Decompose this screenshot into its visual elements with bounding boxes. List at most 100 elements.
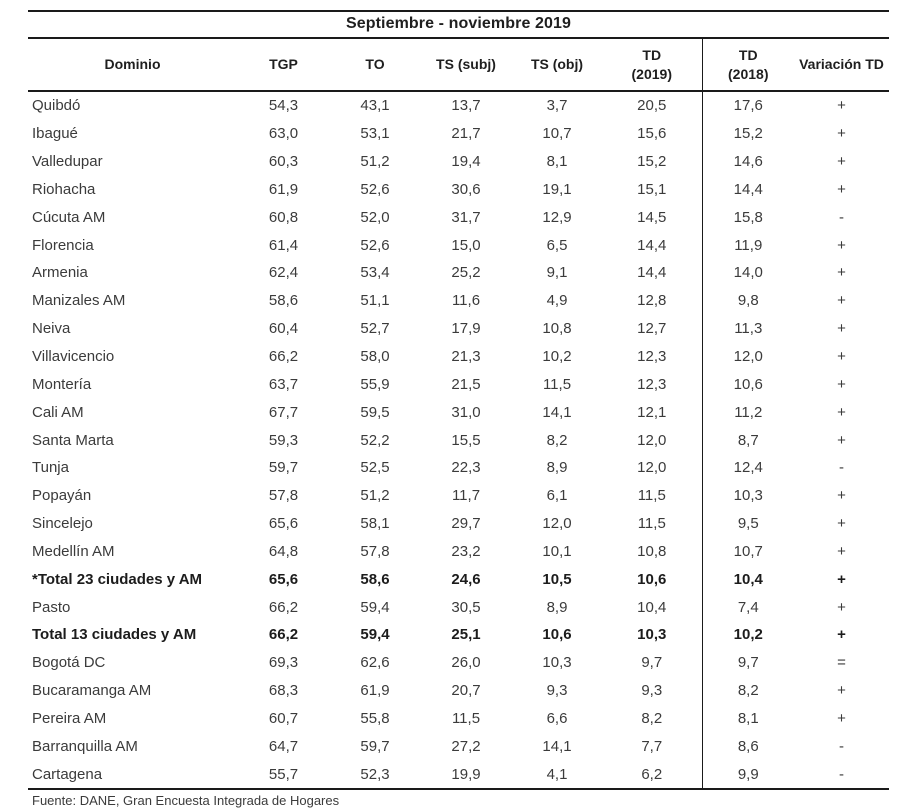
table-row: Santa Marta 59,3 52,2 15,5 8,2 12,0 8,7 + xyxy=(28,426,889,454)
cell-variacion-td: - xyxy=(839,208,844,226)
table-body: Quibdó 54,3 43,1 13,7 3,7 20,5 17,6 + Ibagué 63,0… xyxy=(28,91,889,790)
cell-ts-subj: 30,5 xyxy=(451,598,481,616)
col-header-td-2018: TD (2018) xyxy=(701,39,794,92)
cell-dominio: Neiva xyxy=(32,320,71,338)
cell-variacion-td: + xyxy=(837,709,846,727)
cell-td-2018: 9,9 xyxy=(701,760,794,790)
table-row: Riohacha 61,9 52,6 30,6 19,1 15,1 14,4 + xyxy=(28,175,889,204)
cell-to: 58,0 xyxy=(360,348,390,366)
col-header-td-2018-line2: (2018) xyxy=(728,65,769,82)
cell-dominio: Riohacha xyxy=(32,180,96,198)
cell-ts-obj: 6,6 xyxy=(546,709,568,727)
cell-variacion-td: + xyxy=(837,375,846,393)
cell-ts-obj: 8,1 xyxy=(546,153,568,171)
cell-tgp: 55,7 xyxy=(268,765,299,783)
cell-ts-subj: 15,0 xyxy=(451,236,481,254)
cell-dominio: Popayán xyxy=(32,487,92,505)
table-row: Armenia 62,4 53,4 25,2 9,1 14,4 14,0 + xyxy=(28,259,889,287)
cell-variacion-td: + xyxy=(837,153,846,171)
table-header: Dominio TGP TO TS (subj) TS (obj) TD (20… xyxy=(28,39,889,92)
cell-tgp: 65,6 xyxy=(268,570,299,588)
cell-td-2018: 8,1 xyxy=(701,704,794,733)
cell-td-2018: 8,7 xyxy=(701,426,794,454)
cell-ts-subj: 30,6 xyxy=(451,180,481,198)
cell-ts-subj: 20,7 xyxy=(451,682,481,700)
cell-ts-subj: 25,2 xyxy=(451,264,481,282)
cell-dominio: Santa Marta xyxy=(32,431,114,449)
cell-to: 59,4 xyxy=(360,626,390,644)
cell-ts-subj: 21,5 xyxy=(451,375,481,393)
cell-td-2018: 11,9 xyxy=(701,231,794,260)
cell-td-2019: 14,4 xyxy=(637,236,667,254)
cell-td-2018: 10,3 xyxy=(701,481,794,510)
cell-ts-subj: 29,7 xyxy=(451,515,481,533)
cell-ts-obj: 10,8 xyxy=(542,320,572,338)
cell-td-2019: 14,5 xyxy=(637,208,667,226)
cell-ts-obj: 10,6 xyxy=(542,626,572,644)
cell-to: 51,2 xyxy=(360,153,390,171)
cell-ts-obj: 10,3 xyxy=(542,654,572,672)
cell-td-2019: 6,2 xyxy=(641,765,663,783)
cell-ts-subj: 13,7 xyxy=(451,97,481,115)
cell-td-2019: 14,4 xyxy=(637,264,667,282)
cell-td-2019: 12,8 xyxy=(637,292,667,310)
cell-ts-subj: 21,7 xyxy=(451,125,481,143)
table-row: Florencia 61,4 52,6 15,0 6,5 14,4 11,9 + xyxy=(28,231,889,260)
col-header-variacion-td: Variación TD xyxy=(794,39,889,92)
cell-to: 59,7 xyxy=(360,737,390,755)
cell-dominio: Medellín AM xyxy=(32,542,115,560)
cell-variacion-td: + xyxy=(837,403,846,421)
cell-tgp: 60,7 xyxy=(268,709,299,727)
cell-ts-obj: 10,1 xyxy=(542,542,572,560)
cell-to: 52,3 xyxy=(360,765,390,783)
cell-tgp: 63,0 xyxy=(268,125,299,143)
cell-td-2019: 10,6 xyxy=(637,570,667,588)
cell-ts-subj: 26,0 xyxy=(451,654,481,672)
cell-dominio: Bucaramanga AM xyxy=(32,682,152,700)
cell-to: 52,7 xyxy=(360,320,390,338)
cell-variacion-td: - xyxy=(839,459,844,477)
cell-tgp: 64,8 xyxy=(268,542,299,560)
cell-dominio: Pereira AM xyxy=(32,709,107,727)
cell-to: 52,5 xyxy=(360,459,390,477)
cell-ts-obj: 8,9 xyxy=(546,598,568,616)
cell-dominio: Manizales AM xyxy=(32,292,126,310)
cell-tgp: 63,7 xyxy=(268,375,299,393)
cell-td-2018: 10,7 xyxy=(701,537,794,566)
cell-td-2018: 15,2 xyxy=(701,119,794,148)
col-header-dominio: Dominio xyxy=(28,39,237,92)
table-row: Pereira AM 60,7 55,8 11,5 6,6 8,2 8,1 + xyxy=(28,704,889,733)
table-row: Villavicencio 66,2 58,0 21,3 10,2 12,3 12,0 + xyxy=(28,342,889,371)
cell-variacion-td: + xyxy=(837,264,846,282)
cell-to: 57,8 xyxy=(360,542,390,560)
cell-td-2019: 15,2 xyxy=(637,153,667,171)
table-row: Quibdó 54,3 43,1 13,7 3,7 20,5 17,6 + xyxy=(28,91,889,120)
cell-to: 43,1 xyxy=(360,97,390,115)
cell-td-2019: 8,2 xyxy=(641,709,663,727)
cell-tgp: 60,3 xyxy=(268,153,299,171)
cell-tgp: 66,2 xyxy=(268,626,299,644)
cell-ts-obj: 6,5 xyxy=(546,236,568,254)
cell-ts-subj: 31,0 xyxy=(451,403,481,421)
cell-td-2019: 10,3 xyxy=(637,626,667,644)
cell-td-2018: 11,3 xyxy=(701,314,794,343)
cell-ts-obj: 12,9 xyxy=(542,208,572,226)
table-row: Barranquilla AM 64,7 59,7 27,2 14,1 7,7 8,6 - xyxy=(28,732,889,761)
cell-ts-obj: 10,5 xyxy=(542,570,572,588)
cell-tgp: 54,3 xyxy=(268,97,299,115)
cell-dominio: Sincelejo xyxy=(32,515,93,533)
statistics-table: Septiembre - noviembre 2019 Dominio TGP … xyxy=(28,10,889,808)
cell-to: 58,1 xyxy=(360,515,390,533)
cell-variacion-td: - xyxy=(839,765,844,783)
cell-tgp: 61,9 xyxy=(268,180,299,198)
cell-ts-obj: 14,1 xyxy=(542,403,572,421)
cell-to: 53,4 xyxy=(360,264,390,282)
cell-ts-obj: 9,1 xyxy=(546,264,568,282)
cell-tgp: 59,3 xyxy=(268,431,299,449)
table-row: Montería 63,7 55,9 21,5 11,5 12,3 10,6 + xyxy=(28,370,889,399)
cell-ts-subj: 19,4 xyxy=(451,153,481,171)
source-note: Fuente: DANE, Gran Encuesta Integrada de… xyxy=(32,793,340,808)
cell-ts-obj: 12,0 xyxy=(542,515,572,533)
cell-variacion-td: + xyxy=(837,431,846,449)
